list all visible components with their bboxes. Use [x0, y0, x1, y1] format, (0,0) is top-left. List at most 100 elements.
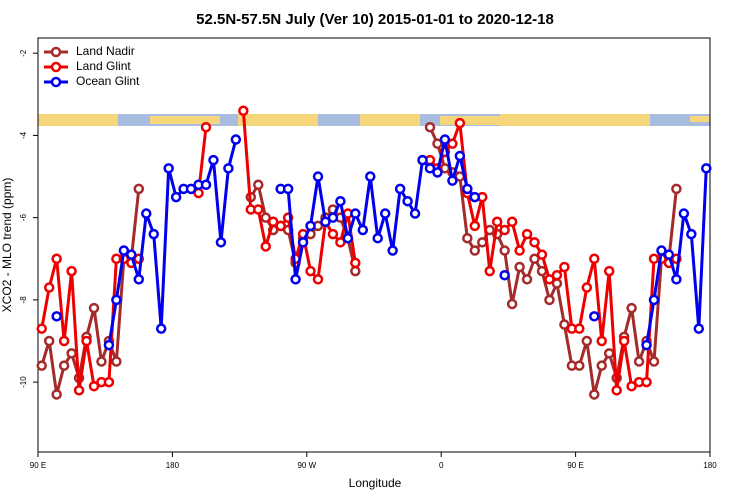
- data-point: [499, 245, 510, 256]
- data-point: [58, 360, 70, 371]
- data-point: [51, 389, 62, 400]
- data-point: [559, 261, 570, 273]
- data-point: [253, 204, 264, 215]
- data-point: [357, 224, 369, 236]
- x-tick-label: 90 E: [30, 461, 46, 470]
- y-tick-label: -6: [19, 214, 28, 222]
- series-line: [280, 139, 476, 280]
- data-point: [402, 195, 413, 207]
- data-point: [671, 274, 682, 285]
- data-point: [141, 208, 152, 219]
- data-point: [126, 249, 137, 260]
- data-point: [521, 228, 533, 240]
- data-point: [275, 220, 286, 232]
- data-point: [506, 216, 518, 228]
- data-point: [454, 150, 466, 162]
- data-point: [290, 274, 301, 285]
- data-point: [394, 183, 406, 195]
- data-point: [350, 257, 361, 269]
- legend-marker: [50, 61, 62, 73]
- data-point: [596, 360, 607, 371]
- data-point: [462, 232, 473, 244]
- legend-marker: [50, 76, 62, 88]
- data-point: [648, 294, 660, 306]
- x-axis-label: Longitude: [349, 476, 402, 490]
- data-point: [506, 298, 518, 310]
- data-point: [514, 261, 525, 273]
- data-point: [469, 220, 481, 232]
- data-point: [312, 171, 324, 182]
- data-point: [66, 265, 77, 277]
- data-point: [312, 274, 324, 285]
- data-point: [96, 356, 107, 367]
- x-tick-label: 180: [703, 461, 717, 470]
- data-point: [335, 237, 346, 248]
- data-point: [596, 335, 607, 347]
- data-point: [148, 228, 159, 240]
- data-point: [238, 105, 249, 117]
- data-point: [499, 224, 510, 236]
- data-point: [215, 237, 227, 248]
- data-point: [551, 269, 563, 281]
- data-point: [253, 179, 264, 191]
- data-point: [297, 237, 309, 248]
- data-point: [663, 249, 675, 260]
- data-point: [409, 208, 421, 219]
- data-point: [267, 216, 279, 228]
- series-line: [241, 110, 357, 283]
- data-point: [327, 228, 339, 240]
- data-point: [424, 163, 436, 174]
- data-point: [581, 335, 593, 347]
- data-point: [73, 385, 85, 396]
- data-point: [387, 245, 398, 256]
- data-point: [491, 216, 503, 228]
- data-point: [499, 269, 510, 281]
- data-point: [223, 163, 234, 174]
- data-point: [439, 134, 451, 145]
- y-tick-label: -8: [19, 296, 28, 304]
- data-point: [559, 319, 570, 330]
- map-strip: [38, 114, 710, 126]
- data-point: [678, 208, 690, 219]
- data-point: [581, 282, 593, 293]
- data-point: [88, 380, 100, 392]
- legend-marker: [50, 46, 62, 58]
- x-tick-label: 0: [439, 461, 444, 470]
- data-point: [536, 249, 548, 260]
- legend-label: Land Nadir: [76, 44, 135, 58]
- data-point: [111, 294, 122, 306]
- data-point: [462, 183, 473, 195]
- data-point: [118, 245, 130, 256]
- data-point: [208, 154, 219, 166]
- y-tick-label: -2: [19, 49, 28, 57]
- data-point: [656, 245, 667, 256]
- data-point: [163, 163, 174, 174]
- data-point: [469, 245, 481, 256]
- data-point: [641, 376, 652, 388]
- data-point: [603, 265, 615, 277]
- data-point: [514, 245, 525, 256]
- data-point: [574, 323, 585, 334]
- data-point: [589, 253, 600, 265]
- data-point: [529, 253, 540, 265]
- chart-title: 52.5N-57.5N July (Ver 10) 2015-01-01 to …: [196, 11, 554, 28]
- data-point: [544, 274, 555, 285]
- data-point: [103, 376, 115, 388]
- data-point: [260, 241, 271, 252]
- data-point: [350, 265, 361, 277]
- data-point: [305, 220, 316, 232]
- data-point: [544, 294, 555, 306]
- data-point: [335, 195, 346, 207]
- data-point: [603, 348, 615, 359]
- data-point: [58, 335, 70, 347]
- data-point: [648, 356, 660, 367]
- data-point: [432, 138, 443, 149]
- data-point: [424, 121, 436, 133]
- data-point: [365, 171, 376, 182]
- legend-label: Land Glint: [76, 59, 131, 73]
- data-point: [170, 191, 182, 203]
- data-point: [43, 282, 55, 293]
- data-point: [51, 253, 62, 265]
- data-point: [484, 265, 495, 277]
- data-point: [447, 175, 458, 186]
